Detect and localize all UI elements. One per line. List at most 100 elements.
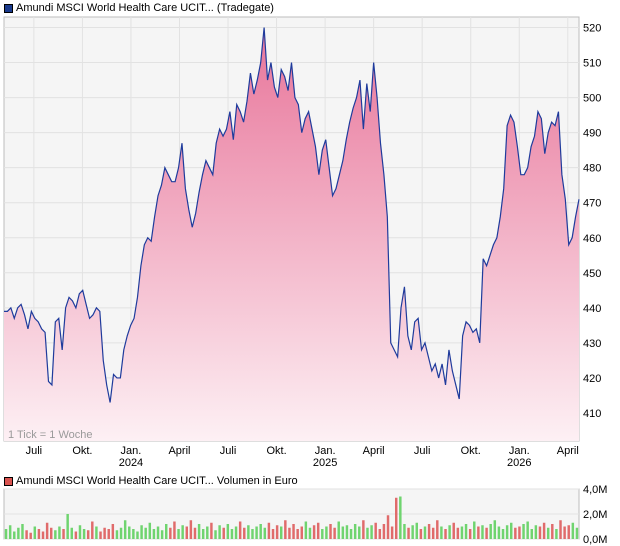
volume-bar xyxy=(407,527,410,539)
volume-legend: Amundi MSCI World Health Care UCIT... Vo… xyxy=(4,474,298,488)
price-x-tick-label: April xyxy=(363,445,385,457)
volume-bar xyxy=(493,520,497,539)
volume-bar xyxy=(345,525,349,539)
volume-bar xyxy=(386,515,390,539)
volume-bar xyxy=(251,529,254,539)
volume-bar xyxy=(316,522,320,539)
volume-bar xyxy=(460,526,464,539)
volume-y-axis: 0,0M 2,0M 4,0M xyxy=(583,484,607,546)
volume-bar xyxy=(95,526,98,539)
volume-legend-swatch xyxy=(4,476,13,486)
volume-bar xyxy=(173,521,176,539)
volume-bar xyxy=(156,526,160,539)
volume-bar xyxy=(312,525,316,539)
volume-bar xyxy=(17,527,20,539)
volume-bar xyxy=(366,527,369,539)
volume-bar xyxy=(284,520,287,539)
price-y-tick-label: 450 xyxy=(583,268,601,280)
price-y-tick-label: 420 xyxy=(583,373,601,385)
volume-bar xyxy=(514,527,517,539)
price-y-tick-label: 410 xyxy=(583,408,601,420)
volume-bar xyxy=(559,520,562,539)
volume-bar xyxy=(575,527,579,539)
volume-bar xyxy=(234,526,238,539)
volume-bar xyxy=(148,522,152,539)
price-x-tick-label: April xyxy=(168,445,190,457)
volume-bar xyxy=(214,530,217,539)
volume-bar xyxy=(288,527,291,539)
volume-bar xyxy=(337,521,340,539)
price-x-tick-label: Jan. xyxy=(315,445,336,457)
volume-bar xyxy=(546,527,550,539)
volume-bar xyxy=(230,529,234,539)
price-y-axis: 410 420 430 440 450 460 470 480 490 500 510 520 xyxy=(583,23,601,420)
volume-bar xyxy=(419,529,423,539)
volume-bar xyxy=(300,526,303,539)
price-x-year-label: 2025 xyxy=(313,457,337,469)
volume-bar xyxy=(382,524,386,539)
price-y-tick-label: 460 xyxy=(583,233,601,245)
volume-bar xyxy=(362,520,365,539)
volume-bar xyxy=(563,526,566,539)
volume-bar xyxy=(29,532,32,539)
volume-bar xyxy=(308,527,312,539)
volume-bar xyxy=(518,526,521,539)
volume-bar xyxy=(58,526,61,539)
volume-bar xyxy=(436,520,439,539)
volume-bar xyxy=(329,524,332,539)
volume-bar xyxy=(292,524,295,539)
volume-bar xyxy=(395,497,398,539)
volume-bar xyxy=(218,525,221,539)
price-area xyxy=(4,27,579,441)
volume-legend-label: Amundi MSCI World Health Care UCIT... Vo… xyxy=(16,475,298,487)
volume-bar xyxy=(78,525,82,539)
volume-bar xyxy=(497,526,501,539)
price-y-tick-label: 430 xyxy=(583,338,601,350)
volume-bar xyxy=(390,526,394,539)
volume-bar xyxy=(534,525,538,539)
volume-bar xyxy=(271,529,275,539)
volume-bar xyxy=(477,526,480,539)
volume-bar xyxy=(448,525,451,539)
price-x-tick-label: Juli xyxy=(220,445,237,457)
volume-bar xyxy=(526,521,529,539)
volume-bar xyxy=(140,525,143,539)
volume-bar xyxy=(8,525,12,539)
volume-bar xyxy=(103,527,106,539)
price-y-tick-label: 510 xyxy=(583,58,601,70)
volume-bar xyxy=(201,529,205,539)
volume-bar xyxy=(452,522,455,539)
price-legend: Amundi MSCI World Health Care UCIT... (T… xyxy=(4,1,274,15)
volume-bar xyxy=(70,527,73,539)
volume-bar xyxy=(427,524,431,539)
volume-bar xyxy=(333,527,336,539)
volume-bar xyxy=(165,524,168,539)
price-y-tick-label: 500 xyxy=(583,93,601,105)
volume-bar xyxy=(411,525,414,539)
volume-bar xyxy=(399,496,402,539)
volume-bar xyxy=(370,525,373,539)
volume-bar xyxy=(54,530,57,539)
volume-bar xyxy=(37,529,41,539)
volume-bar xyxy=(21,524,24,539)
volume-bars xyxy=(4,496,579,539)
volume-bar xyxy=(530,529,533,539)
volume-bar xyxy=(181,525,184,539)
volume-bar xyxy=(82,529,86,539)
price-x-tick-label: Jan. xyxy=(509,445,530,457)
volume-bar xyxy=(353,524,357,539)
volume-bar xyxy=(267,522,271,539)
volume-bar xyxy=(136,531,139,539)
volume-bar xyxy=(415,522,418,539)
volume-bar xyxy=(4,529,8,539)
volume-bar xyxy=(378,529,382,539)
volume-bar xyxy=(169,527,172,539)
volume-bar xyxy=(189,520,193,539)
volume-bar xyxy=(185,526,188,539)
volume-bar xyxy=(325,526,328,539)
price-x-year-label: 2024 xyxy=(119,457,143,469)
price-x-tick-label: Juli xyxy=(414,445,431,457)
volume-bar xyxy=(243,527,246,539)
volume-bar xyxy=(193,527,197,539)
volume-bar xyxy=(33,526,37,539)
